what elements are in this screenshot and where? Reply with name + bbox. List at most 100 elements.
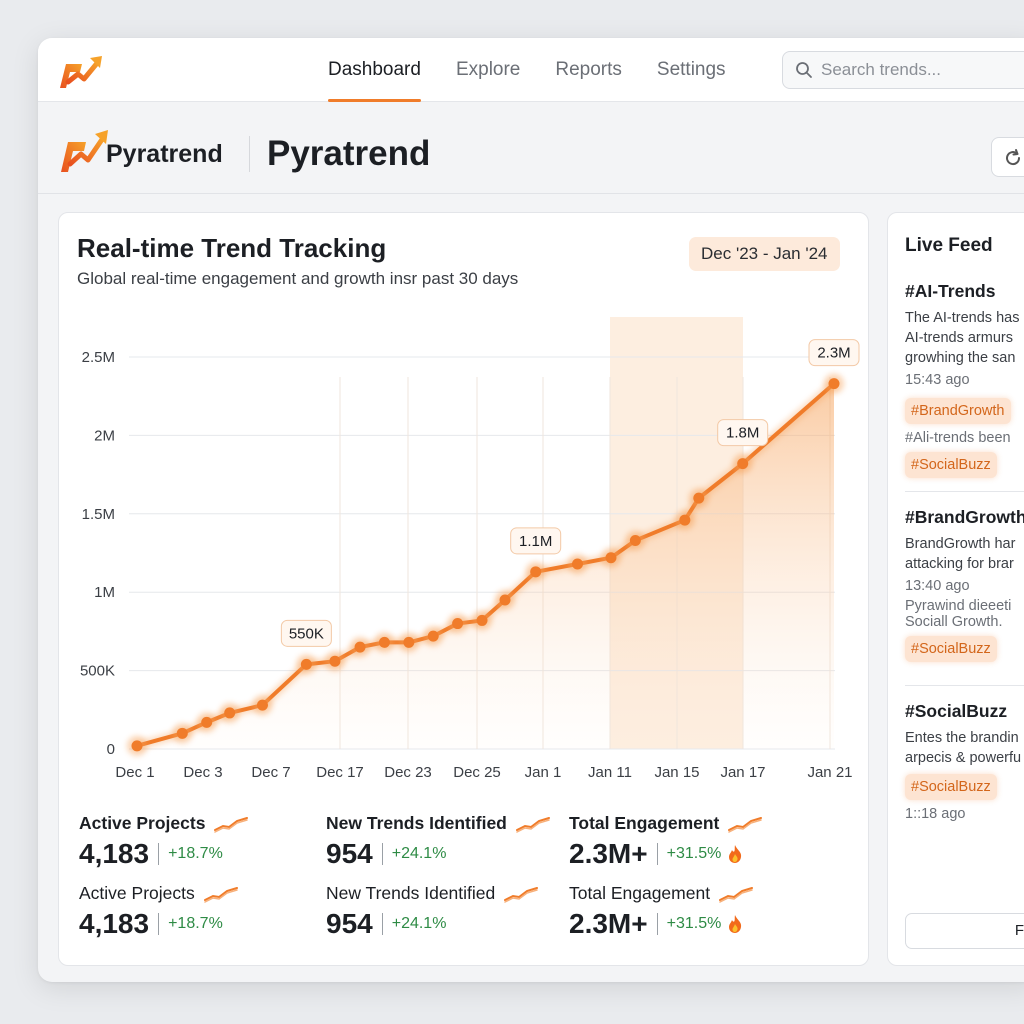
stat-card: New Trends Identified 954 +24.1% [326, 883, 539, 940]
stat-value: 4,183 [79, 838, 150, 869]
feed-item-time: 1::18 ago [905, 806, 966, 822]
stat-separator [158, 843, 160, 865]
feed-divider [905, 685, 1024, 686]
data-point [530, 566, 542, 578]
y-tick-label: 1.5M [82, 506, 115, 523]
fire-icon [729, 915, 742, 933]
sparkline-icon [214, 817, 249, 834]
date-range-badge[interactable]: Dec '23 - Jan '24 [689, 237, 840, 271]
x-tick-label: Dec 3 [183, 764, 222, 781]
stats-grid: Active Projects 4,183 +18.7% New Trends Ide… [59, 813, 870, 963]
data-point [378, 636, 390, 648]
main-nav: Dashboard Explore Reports Settings [318, 38, 751, 102]
search-input[interactable] [821, 56, 1024, 84]
annotation-label: 2.3M [817, 345, 850, 362]
stat-label: New Trends Identified [326, 813, 551, 834]
data-point [452, 618, 464, 630]
data-point [572, 558, 584, 570]
nav-tab-reports[interactable]: Reports [555, 59, 622, 80]
stat-card: Active Projects 4,183 +18.7% [79, 883, 239, 940]
page-title: Pyratrend [267, 134, 431, 173]
data-point [693, 492, 705, 504]
hashtag-chip[interactable]: #SocialBuzz [905, 636, 997, 662]
feed-item[interactable]: #SocialBuzz Entes the brandin arpecis & … [905, 701, 1024, 822]
stat-value: 954 [326, 908, 373, 939]
stat-label: Total Engagement [569, 813, 763, 834]
brand-divider [249, 136, 250, 172]
sparkline-icon [719, 887, 754, 904]
feed-more-button[interactable]: F [905, 913, 1024, 949]
refresh-button[interactable] [991, 137, 1024, 177]
data-point [476, 614, 488, 626]
stat-separator [381, 843, 383, 865]
feed-item-tag: #SocialBuzz [905, 701, 1008, 721]
stat-change: +24.1% [391, 845, 447, 862]
feed-divider [905, 491, 1024, 492]
search-box[interactable] [782, 51, 1024, 89]
brand-header: Pyratrend Pyratrend [38, 102, 1024, 194]
annotation-label: 1.8M [726, 425, 759, 442]
feed-item-time: 13:40 ago [905, 578, 970, 594]
feed-item-text: growhing the san [905, 350, 1016, 366]
annotation-label: 550K [289, 625, 324, 642]
y-tick-label: 500K [80, 663, 115, 680]
x-tick-label: Jan 17 [720, 764, 765, 781]
card-subtitle: Global real-time engagement and growth i… [77, 269, 519, 288]
data-point [131, 740, 143, 752]
stat-change: +18.7% [168, 915, 223, 932]
feed-item[interactable]: #BrandGrowth BrandGrowth har attacking f… [905, 507, 1024, 662]
annotation-badge [510, 527, 562, 555]
annotation-label: 1.1M [519, 533, 552, 550]
data-point [403, 636, 415, 648]
x-tick-label: Dec 23 [384, 764, 432, 781]
hashtag-chip[interactable]: #SocialBuzz [905, 452, 997, 478]
stat-card: Active Projects 4,183 +18.7% [79, 813, 249, 870]
stat-separator [656, 913, 658, 935]
stat-label: Total Engagement [569, 883, 754, 904]
stat-label: Active Projects [79, 883, 239, 904]
x-tick-label: Dec 17 [316, 764, 364, 781]
data-point [605, 552, 617, 564]
trend-line-chart: 0 500K 1M 1.5M 2M 2.5M Dec 1 Dec 3 Dec 7 Dec 17 De… [80, 317, 860, 781]
stat-value: 4,183 [79, 908, 150, 939]
feed-item-note: Pyrawind dieeeti [905, 598, 1012, 614]
data-point [176, 727, 188, 739]
x-tick-label: Jan 11 [588, 764, 632, 781]
pyratrend-logo-icon [61, 130, 108, 172]
data-point [224, 707, 236, 719]
annotation-badge [717, 419, 769, 447]
card-title: Real-time Trend Tracking [77, 233, 387, 263]
hashtag-chip[interactable]: #BrandGrowth [905, 398, 1011, 424]
sparkline-icon [203, 887, 238, 904]
data-point [329, 655, 341, 667]
stat-separator [158, 913, 160, 935]
feed-item-text: BrandGrowth har [905, 536, 1016, 552]
data-point [427, 630, 439, 642]
feed-item-text: The AI-trends has [905, 310, 1020, 326]
pyratrend-logo-icon[interactable] [56, 52, 106, 90]
hashtag-chip[interactable]: #SocialBuzz [905, 774, 997, 800]
x-tick-label: Jan 21 [807, 764, 852, 781]
feed-item[interactable]: #AI-Trends The AI-trends has AI-trends a… [905, 281, 1024, 478]
stat-change: +24.1% [391, 915, 447, 932]
top-nav-bar: Dashboard Explore Reports Settings [38, 38, 1024, 102]
search-icon [796, 62, 812, 78]
data-point [300, 658, 312, 670]
stat-label: Active Projects [79, 813, 249, 834]
feed-item-note: Sociall Growth. [905, 614, 1003, 630]
stat-change: +18.7% [168, 845, 223, 862]
nav-tab-dashboard[interactable]: Dashboard [318, 38, 431, 102]
y-tick-label: 2M [94, 427, 115, 444]
feed-item-time: 15:43 ago [905, 372, 970, 388]
nav-tab-explore[interactable]: Explore [455, 59, 521, 80]
annotation-badge [280, 619, 332, 647]
stat-separator [656, 843, 658, 865]
feed-item-text: AI-trends armurs [905, 330, 1013, 346]
y-tick-label: 0 [107, 741, 115, 758]
stat-value: 2.3M+ [569, 908, 648, 939]
annotation-badge [808, 339, 860, 367]
stat-label: New Trends Identified [326, 883, 539, 904]
nav-tab-settings[interactable]: Settings [656, 59, 726, 80]
stat-card: New Trends Identified 954 +24.1% [326, 813, 551, 870]
trend-tracking-card: Real-time Trend Tracking Global real-tim… [58, 212, 869, 966]
